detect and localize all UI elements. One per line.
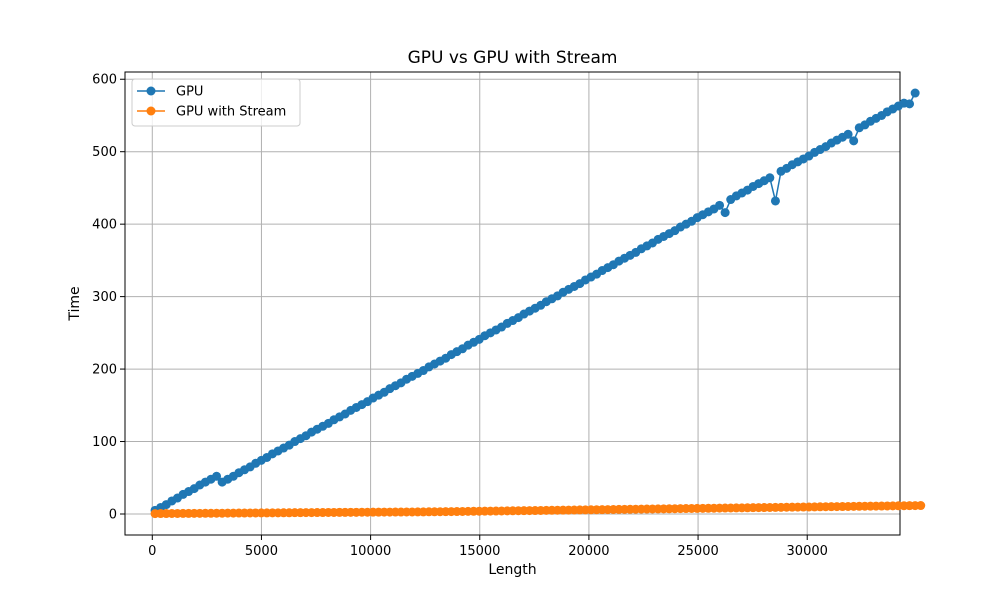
data-point	[916, 501, 926, 511]
data-point	[770, 196, 780, 206]
data-point	[765, 173, 775, 183]
y-tick-label: 200	[92, 363, 117, 378]
x-tick-label: 30000	[787, 544, 828, 559]
x-tick-label: 25000	[677, 544, 718, 559]
y-tick-label: 0	[109, 507, 117, 522]
data-point	[715, 200, 725, 210]
x-axis-label: Length	[488, 562, 536, 578]
data-point	[910, 88, 920, 98]
series-layer	[150, 88, 926, 519]
y-tick-label: 600	[92, 73, 117, 88]
y-tick-label: 300	[92, 290, 117, 305]
y-tick-label: 400	[92, 218, 117, 233]
x-tick-label: 15000	[459, 544, 500, 559]
x-tick-label: 10000	[350, 544, 391, 559]
data-point	[905, 99, 915, 109]
legend: GPU GPU with Stream	[131, 78, 301, 127]
legend-marker-gpu-with-stream	[146, 106, 156, 116]
axis-ticks: 0 5000 10000 15000 20000 25000 30000 0 100 200 300…	[92, 73, 828, 559]
data-point	[720, 208, 730, 218]
series-gpu-with-stream	[150, 501, 926, 519]
series-gpu	[150, 88, 920, 515]
data-point	[843, 129, 853, 139]
y-axis-label: Time	[67, 286, 83, 321]
legend-label-gpu: GPU	[176, 85, 203, 100]
chart-title: GPU vs GPU with Stream	[408, 48, 618, 68]
x-tick-label: 20000	[568, 544, 609, 559]
plot-area-frame	[124, 71, 901, 536]
x-tick-label: 0	[148, 544, 156, 559]
y-tick-label: 100	[92, 435, 117, 450]
legend-box	[131, 78, 301, 127]
data-point	[212, 471, 222, 481]
data-point	[849, 136, 859, 146]
x-tick-label: 5000	[245, 544, 278, 559]
y-tick-label: 500	[92, 145, 117, 160]
legend-label-gpu-with-stream: GPU with Stream	[176, 105, 286, 120]
legend-marker-gpu	[146, 86, 156, 96]
